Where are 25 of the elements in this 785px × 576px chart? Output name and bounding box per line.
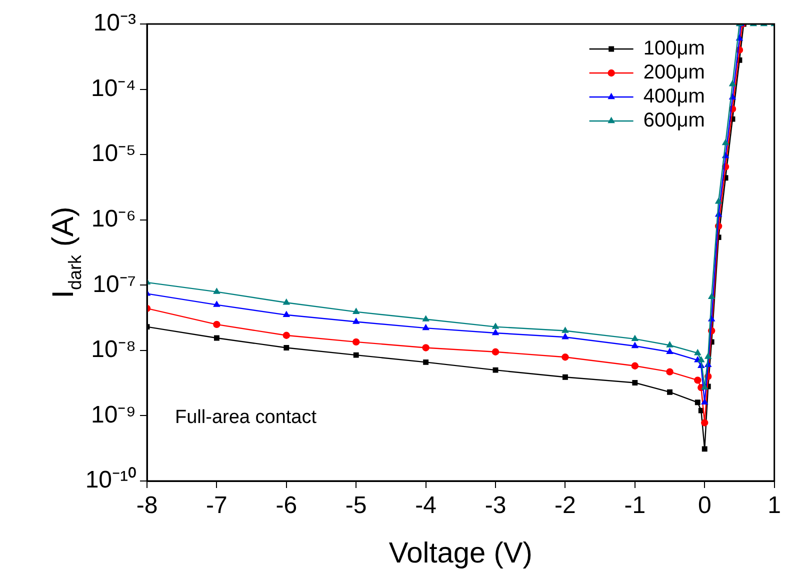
x-axis-title: Voltage (V) <box>388 538 532 570</box>
legend-label: 600μm <box>643 110 705 132</box>
y-tick-label: 10⁻⁷ <box>92 270 136 298</box>
x-tick-label: -5 <box>345 492 367 520</box>
y-tick-label: 10⁻¹⁰ <box>85 466 136 494</box>
x-tick-label: -3 <box>484 492 506 520</box>
x-tick-label: -2 <box>554 492 576 520</box>
legend-label: 400μm <box>643 86 705 108</box>
y-tick-label: 10⁻⁴ <box>90 74 136 102</box>
x-tick-label: -1 <box>624 492 646 520</box>
x-tick-label: -6 <box>276 492 298 520</box>
x-tick-label: -4 <box>415 492 436 520</box>
y-tick-label: 10⁻⁶ <box>91 205 136 232</box>
y-tick-label: 10⁻⁹ <box>91 401 136 428</box>
x-tick-label: -8 <box>136 492 158 520</box>
y-tick-label: 10⁻⁵ <box>91 140 136 168</box>
annotation: Full-area contact <box>175 407 318 428</box>
y-tick-label: 10⁻⁸ <box>91 336 136 364</box>
x-tick-label: 0 <box>698 492 712 520</box>
legend-label: 100μm <box>643 38 705 60</box>
legend-label: 200μm <box>643 62 705 84</box>
x-tick-label: 1 <box>768 492 782 520</box>
x-tick-label: -7 <box>206 492 228 520</box>
y-tick-label: 10⁻³ <box>93 10 136 37</box>
y-axis-title: Idark (A) <box>47 206 85 298</box>
